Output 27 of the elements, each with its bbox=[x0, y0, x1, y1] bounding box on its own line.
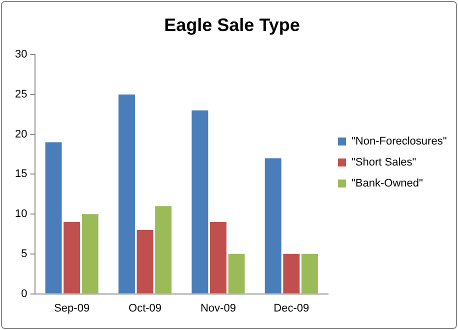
bar bbox=[136, 230, 154, 294]
x-tick-label: Oct-09 bbox=[128, 302, 162, 314]
chart-title: Eagle Sale Type bbox=[164, 14, 300, 35]
x-tick-label: Dec-09 bbox=[274, 302, 310, 314]
y-tick-label: 0 bbox=[21, 288, 28, 300]
y-tick-label: 5 bbox=[21, 248, 28, 260]
bar bbox=[45, 142, 62, 294]
x-tick-label: Nov-09 bbox=[200, 302, 236, 314]
bar bbox=[155, 206, 172, 294]
y-tick-label: 15 bbox=[14, 168, 28, 180]
legend-label: "Bank-Owned" bbox=[352, 178, 423, 190]
y-tick-label: 10 bbox=[14, 208, 28, 220]
bar bbox=[301, 254, 318, 294]
y-tick-label: 20 bbox=[14, 128, 28, 140]
bar bbox=[64, 222, 80, 294]
bar bbox=[228, 254, 245, 294]
bar bbox=[210, 222, 226, 294]
y-tick-label: 30 bbox=[14, 48, 28, 61]
x-tick-label: Sep-09 bbox=[54, 302, 90, 314]
bar bbox=[118, 94, 135, 294]
bar bbox=[192, 110, 208, 294]
bar bbox=[264, 158, 282, 294]
bar bbox=[82, 214, 98, 294]
y-tick-label: 25 bbox=[14, 88, 28, 100]
legend-label: "Non-Foreclosures" bbox=[352, 136, 447, 148]
bar bbox=[283, 254, 300, 294]
legend-label: "Short Sales" bbox=[352, 156, 416, 169]
